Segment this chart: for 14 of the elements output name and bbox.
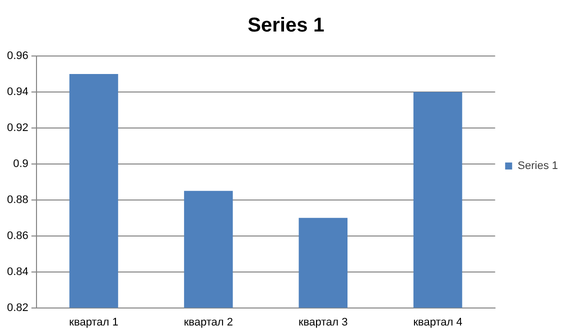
y-tick-label: 0.96 — [6, 50, 28, 62]
y-tick-label: 0.84 — [6, 266, 28, 278]
legend-label: Series 1 — [518, 160, 558, 172]
x-tick-label: квартал 2 — [184, 316, 234, 328]
y-tick-label: 0.94 — [6, 86, 28, 98]
y-tick-label: 0.88 — [6, 194, 28, 206]
y-tick-label: 0.82 — [6, 302, 28, 314]
x-tick-label: квартал 4 — [413, 316, 462, 328]
y-tick-label: 0.9 — [13, 158, 28, 170]
chart-title: Series 1 — [248, 14, 324, 37]
y-tick-label: 0.92 — [6, 122, 28, 134]
y-tick-label: 0.86 — [6, 230, 28, 242]
x-tick-label: квартал 3 — [298, 316, 348, 328]
x-tick-label: квартал 1 — [69, 316, 118, 328]
